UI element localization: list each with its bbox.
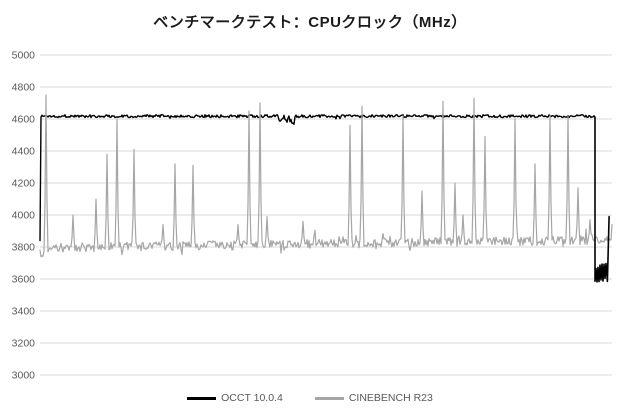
legend-label-occt: OCCT 10.0.4 [221, 392, 283, 404]
y-axis-tick-label: 3600 [12, 274, 36, 286]
y-axis-tick-label: 5000 [12, 50, 36, 62]
y-axis-tick-label: 4600 [12, 114, 36, 126]
y-axis-tick-label: 4200 [12, 178, 36, 190]
series-line-cinebench [39, 94, 613, 258]
y-axis-tick-label: 3400 [12, 306, 36, 318]
legend-line-swatch-occt [187, 396, 217, 400]
legend-line-swatch-cinebench [314, 396, 344, 400]
series-line-occt [39, 113, 596, 242]
y-axis-tick-label: 4800 [12, 82, 36, 94]
legend: OCCT 10.0.4 CINEBENCH R23 [0, 392, 620, 404]
legend-label-cinebench: CINEBENCH R23 [348, 392, 433, 404]
y-axis-tick-label: 4400 [12, 146, 36, 158]
y-axis-tick-label: 3200 [12, 338, 36, 350]
y-axis-tick-label: 4000 [12, 210, 36, 222]
chart-title: ベンチマークテスト：CPUクロック（MHz） [153, 14, 467, 31]
y-axis-tick-label: 3800 [12, 242, 36, 254]
y-axis-tick-label: 3000 [12, 370, 36, 382]
legend-item-occt: OCCT 10.0.4 [187, 392, 283, 404]
legend-item-cinebench: CINEBENCH R23 [314, 392, 433, 404]
series-line-occt-end [594, 116, 610, 283]
